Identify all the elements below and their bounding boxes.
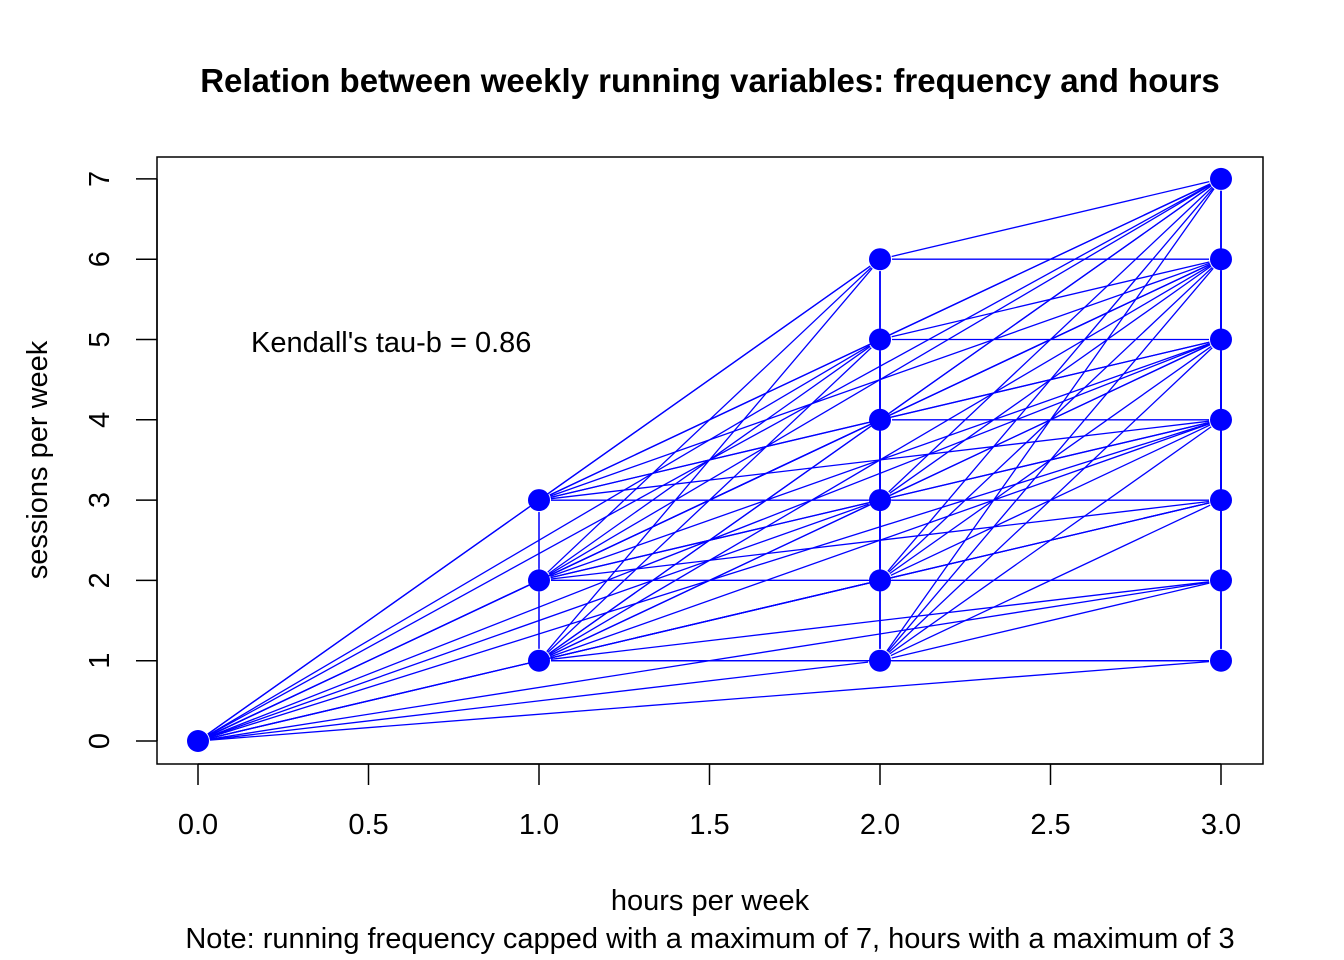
data-point	[528, 649, 550, 672]
data-point	[1210, 248, 1232, 271]
pair-segments	[207, 181, 1222, 741]
x-tick-label: 2.5	[1030, 809, 1070, 841]
data-point	[528, 569, 550, 592]
x-tick-label: 0.0	[178, 809, 218, 841]
x-tick-label: 3.0	[1201, 809, 1241, 841]
y-tick-label: 4	[84, 412, 116, 428]
y-tick-label: 7	[84, 171, 116, 187]
x-tick-label: 2.0	[860, 809, 900, 841]
x-axis-label: hours per week	[611, 885, 810, 917]
data-point	[869, 569, 891, 592]
pair-segment	[891, 341, 1210, 418]
chart-title: Relation between weekly running variable…	[200, 62, 1220, 99]
data-point	[869, 489, 891, 512]
y-axis: 0 1 2 3 4 5 6 7	[84, 171, 158, 749]
x-tick-label: 0.5	[348, 809, 388, 841]
data-point	[869, 649, 891, 672]
data-points	[187, 167, 1232, 752]
data-point	[1210, 408, 1232, 431]
data-point	[869, 408, 891, 431]
data-point	[1210, 569, 1232, 592]
data-point	[1210, 489, 1232, 512]
y-tick-label: 5	[84, 331, 116, 347]
data-point	[1210, 649, 1232, 672]
y-tick-label: 3	[84, 492, 116, 508]
x-tick-label: 1.0	[519, 809, 559, 841]
data-point	[187, 730, 209, 752]
pair-segment	[891, 582, 1210, 659]
pair-segment	[891, 181, 1210, 258]
data-point	[1210, 328, 1232, 351]
y-tick-label: 1	[84, 653, 116, 669]
pair-segment	[209, 661, 869, 741]
data-point	[869, 328, 891, 351]
pair-segment	[548, 265, 871, 494]
data-point	[528, 489, 550, 512]
chart-note: Note: running frequency capped with a ma…	[185, 923, 1234, 955]
y-tick-label: 6	[84, 251, 116, 267]
x-tick-label: 1.5	[689, 809, 729, 841]
pair-segment	[891, 502, 1210, 579]
kendall-tau-annotation: Kendall's tau-b = 0.86	[251, 327, 531, 359]
y-tick-label: 2	[84, 572, 116, 588]
x-axis: 0.0 0.5 1.0 1.5 2.0 2.5 3.0	[178, 763, 1241, 841]
data-point	[869, 248, 891, 271]
y-axis-label: sessions per week	[22, 340, 54, 579]
pair-segment	[891, 261, 1210, 338]
data-point	[1210, 167, 1232, 190]
y-tick-label: 0	[84, 733, 116, 749]
pair-segment	[209, 660, 1210, 741]
pair-segment	[891, 421, 1210, 498]
